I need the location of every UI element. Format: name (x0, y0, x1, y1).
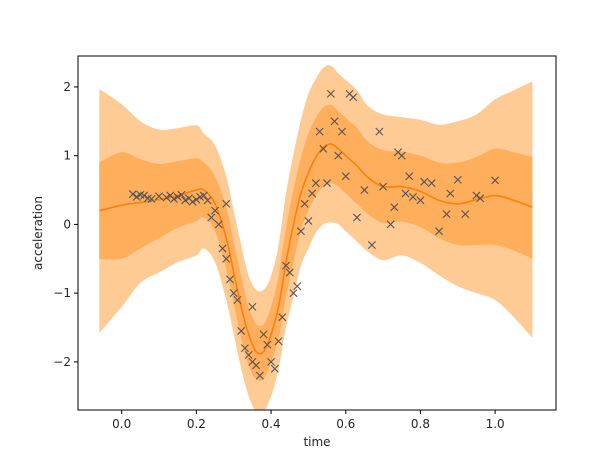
y-tick-label: −2 (53, 355, 71, 369)
data-point-marker (334, 151, 343, 160)
data-point-marker (248, 302, 257, 311)
data-point-marker (293, 282, 302, 291)
data-point-marker (472, 191, 481, 200)
data-point-marker (192, 195, 201, 204)
y-axis-label: acceleration (31, 196, 45, 270)
data-point-marker (491, 176, 500, 185)
data-point-marker (244, 351, 253, 359)
data-point-marker (330, 117, 339, 126)
data-point-marker (300, 199, 309, 208)
data-point-marker (270, 364, 279, 373)
data-point-marker (420, 177, 429, 186)
data-point-marker (453, 175, 462, 184)
data-point-marker (296, 227, 305, 236)
data-point-marker (311, 179, 320, 188)
data-point-marker (379, 182, 388, 191)
y-tick-label: 2 (63, 80, 71, 94)
y-tick-label: −1 (53, 286, 71, 300)
data-point-marker (315, 127, 324, 136)
data-point-marker (323, 179, 332, 188)
data-point-marker (442, 210, 451, 219)
x-tick-label: 0.8 (411, 417, 430, 431)
data-point-marker (282, 261, 290, 270)
data-point-marker (188, 197, 197, 206)
data-point-marker (435, 227, 444, 236)
data-point-marker (229, 289, 238, 298)
axes-frame (77, 55, 557, 411)
data-point-marker (390, 203, 399, 212)
data-point-marker (181, 196, 190, 205)
data-point-marker (222, 199, 231, 208)
data-point-marker (326, 89, 335, 98)
data-point-marker (274, 337, 283, 346)
data-point-marker (285, 268, 294, 277)
data-point-marker (237, 326, 246, 335)
data-point-marker (199, 191, 208, 200)
data-point-marker (233, 296, 242, 305)
x-tick-label: 1.0 (486, 417, 505, 431)
data-point-marker (267, 357, 276, 366)
data-point-marker (226, 275, 234, 284)
data-point-marker (218, 244, 227, 253)
data-point-marker (360, 186, 369, 195)
data-point-marker (386, 220, 395, 229)
data-point-marker (446, 189, 455, 198)
data-points (128, 89, 500, 380)
data-point-marker (338, 127, 347, 136)
data-point-marker (211, 206, 220, 215)
x-axis: 0.0 0.2 0.4 0.6 0.8 1.0 (112, 410, 505, 431)
data-point-marker (408, 192, 417, 201)
data-point-marker (147, 194, 156, 203)
data-point-marker (319, 144, 328, 153)
x-tick-label: 0.6 (336, 417, 355, 431)
x-tick-label: 0.4 (262, 417, 281, 431)
data-point-marker (308, 189, 317, 198)
confidence-band-inner (99, 104, 533, 382)
data-point-marker (367, 241, 376, 250)
confidence-band-outer (99, 65, 533, 410)
data-point-marker (140, 191, 149, 200)
data-point-marker (461, 210, 470, 219)
data-point-marker (289, 289, 298, 298)
data-point-marker (375, 127, 384, 136)
data-point-marker (427, 179, 436, 188)
data-point-marker (132, 192, 141, 201)
x-tick-label: 0.0 (112, 417, 131, 431)
data-point-marker (169, 194, 178, 203)
x-axis-label: time (303, 435, 330, 449)
data-point-marker (162, 193, 171, 202)
data-point-marker (259, 330, 268, 339)
mean-line (99, 143, 533, 355)
y-tick-label: 0 (63, 217, 71, 231)
data-point-marker (352, 213, 361, 222)
data-point-marker (405, 172, 414, 181)
data-point-marker (278, 313, 287, 322)
data-point-marker (214, 220, 223, 229)
data-point-marker (177, 190, 186, 199)
y-axis: −2 −1 0 1 2 (53, 80, 78, 369)
data-point-marker (397, 151, 406, 160)
data-point-marker (341, 172, 350, 181)
data-point-marker (263, 340, 272, 349)
data-point-marker (476, 194, 485, 203)
data-point-marker (173, 192, 182, 201)
data-point-marker (304, 216, 313, 225)
data-point-marker (207, 213, 216, 222)
data-point-marker (240, 344, 249, 353)
data-point-marker (203, 196, 212, 205)
data-point-marker (155, 192, 164, 201)
data-point-marker (416, 196, 425, 205)
x-tick-label: 0.2 (187, 417, 206, 431)
data-point-marker (255, 371, 264, 380)
data-point-marker (349, 93, 358, 102)
data-point-marker (128, 190, 137, 199)
data-point-marker (252, 361, 261, 370)
data-point-marker (222, 254, 231, 263)
y-tick-label: 1 (63, 149, 71, 163)
plot-area (99, 65, 533, 410)
data-point-marker (401, 189, 410, 198)
